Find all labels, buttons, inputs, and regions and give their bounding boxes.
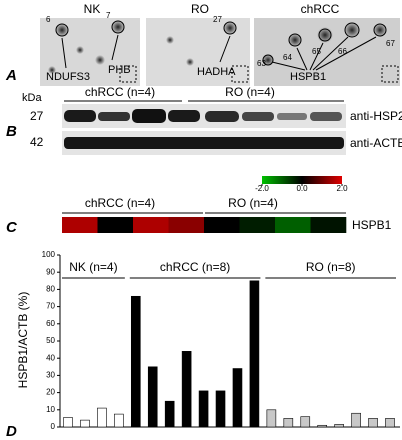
y-tick-label: 80 — [46, 285, 55, 294]
bar — [198, 390, 209, 428]
y-tick-label: 0 — [51, 422, 56, 431]
heat-cell — [239, 217, 276, 233]
group-label: chRCC (n=8) — [160, 260, 230, 274]
bar — [181, 351, 192, 428]
bar — [368, 418, 378, 428]
spot-label: 67 — [386, 39, 395, 48]
panel-letter: C — [6, 219, 18, 236]
bar — [249, 280, 260, 428]
spot-label: 27 — [213, 15, 222, 24]
antibody-label: anti-ACTB — [350, 136, 402, 150]
heat-cell — [97, 217, 134, 233]
gel-title: NK — [84, 2, 101, 16]
bar — [385, 418, 395, 428]
protein-label: HADHA — [197, 66, 236, 78]
row-label: HSPB1 — [352, 218, 392, 232]
group-label: NK (n=4) — [69, 260, 117, 274]
bar — [80, 419, 90, 428]
unit-label: kDa — [22, 92, 42, 104]
heat-cell — [133, 217, 169, 233]
scale-tick-label: 2.0 — [336, 184, 348, 193]
marker-label: 42 — [30, 135, 44, 149]
bar — [97, 407, 107, 428]
heat-cell — [310, 217, 347, 233]
gel-title: RO — [191, 2, 209, 16]
protein-label: NDUFS3 — [46, 71, 90, 83]
y-tick-label: 60 — [46, 319, 55, 328]
bar — [334, 424, 344, 428]
heat-cell — [168, 217, 205, 233]
bar — [215, 390, 226, 428]
y-tick-label: 20 — [46, 388, 55, 397]
protein-label: HSPB1 — [290, 71, 326, 83]
bar — [114, 413, 124, 428]
bar — [283, 418, 294, 428]
spot-label: 7 — [106, 11, 111, 20]
spot-label: 6 — [46, 15, 51, 24]
spot-label: 63 — [257, 59, 266, 68]
y-tick-label: 100 — [42, 250, 56, 259]
group-label: RO (n=4) — [225, 85, 275, 99]
panel-letter: A — [5, 67, 17, 84]
scale-tick-label: -2.0 — [255, 184, 269, 193]
antibody-label: anti-HSP27 — [350, 109, 402, 123]
group-label: RO (n=8) — [306, 260, 356, 274]
marker-label: 27 — [30, 109, 44, 123]
panel-letter: B — [6, 123, 17, 140]
bar — [164, 400, 175, 428]
panel-letter: D — [6, 423, 17, 440]
gel-images — [40, 18, 400, 86]
spot-label: 65 — [312, 47, 321, 56]
group-label: chRCC (n=4) — [85, 196, 155, 210]
y-tick-label: 10 — [46, 405, 55, 414]
bar — [317, 424, 328, 428]
bar — [63, 417, 73, 428]
heat-cell — [62, 217, 98, 233]
blot — [62, 104, 346, 155]
bar — [300, 416, 311, 428]
y-tick-label: 70 — [46, 302, 55, 311]
bar — [147, 366, 158, 428]
scale-tick-label: 0.0 — [296, 184, 308, 193]
heat-cell — [275, 217, 311, 233]
bar — [266, 409, 277, 428]
group-label: chRCC (n=4) — [85, 85, 155, 99]
protein-label: PHB — [108, 64, 131, 76]
bar — [130, 295, 141, 428]
y-tick-label: 30 — [46, 371, 55, 380]
y-tick-label: 50 — [46, 336, 55, 345]
y-axis-label: HSPB1/ACTB (%) — [16, 292, 30, 389]
spot-label: 66 — [338, 47, 347, 56]
y-tick-label: 40 — [46, 353, 55, 362]
color-scale — [262, 176, 342, 184]
bar — [232, 368, 243, 428]
group-label: RO (n=4) — [228, 196, 278, 210]
spot-label: 64 — [283, 53, 292, 62]
y-tick-label: 90 — [46, 267, 55, 276]
gel-title: chRCC — [301, 2, 340, 16]
heat-cell — [204, 217, 240, 233]
bar — [351, 412, 361, 428]
